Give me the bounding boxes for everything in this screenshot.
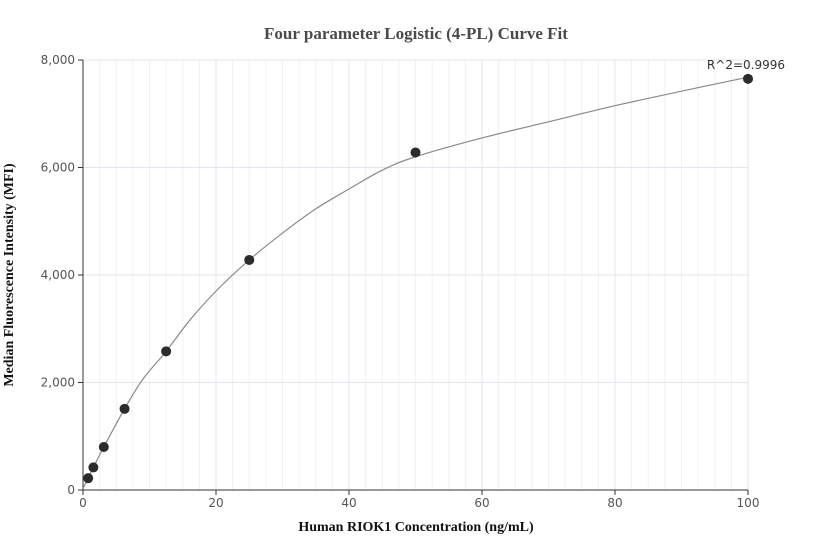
data-point [88,462,99,473]
gridlines [83,59,749,490]
y-tick-label: 4,000 [41,268,75,282]
data-point [410,147,421,158]
r-squared-annotation: R^2=0.9996 [707,58,785,72]
x-tick-label: 20 [208,496,223,510]
y-tick-label: 2,000 [41,376,75,390]
axes: 0 20 40 60 80 100 0 2,000 4,000 6,000 8,000 [41,53,760,510]
data-point [98,442,109,452]
x-tick-label: 0 [79,496,87,510]
x-tick-label: 100 [737,496,760,510]
y-axis-label: Median Fluorescence Intensity (MFI) [2,163,17,387]
data-point [161,346,172,357]
x-tick-label: 80 [607,496,622,510]
chart-title: Four parameter Logistic (4-PL) Curve Fit [264,24,568,43]
y-tick-label: 0 [67,483,75,497]
data-point [244,254,255,265]
x-axis-label: Human RIOK1 Concentration (ng/mL) [298,520,534,535]
x-tick-label: 60 [474,496,489,510]
data-point [743,73,753,84]
y-tick-label: 8,000 [41,53,75,67]
data-point [83,473,94,484]
fit-curve-layer [82,76,749,489]
fit-curve-line [82,76,749,489]
data-points-layer [83,73,753,484]
x-tick-label: 40 [341,496,356,510]
data-point [119,403,130,414]
y-tick-label: 6,000 [41,161,75,175]
